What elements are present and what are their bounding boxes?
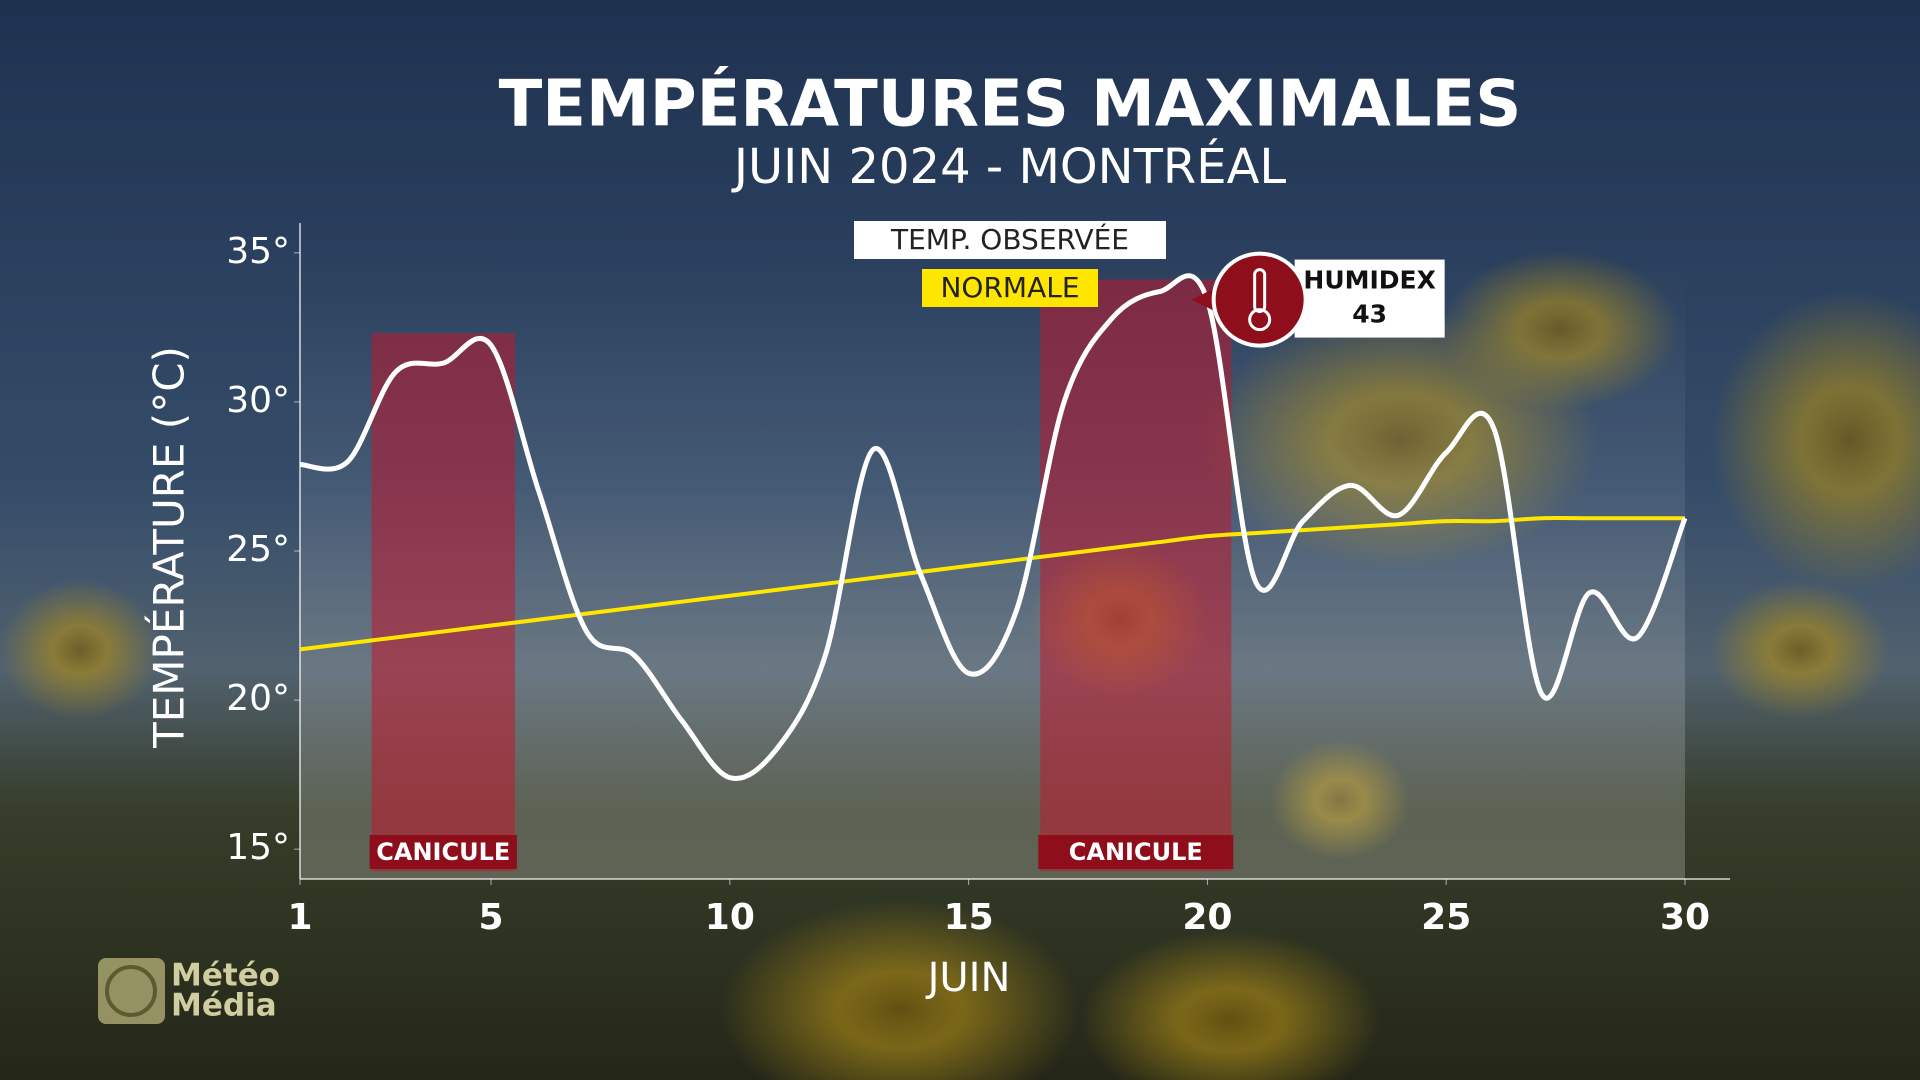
logo-globe [105,965,157,1017]
x-tick-label: 5 [479,897,504,938]
legend-box [922,269,1098,307]
thermometer-stem [1253,268,1267,314]
x-tick-label: 20 [1182,897,1232,938]
plot-area [300,263,1685,879]
x-tick-label: 15 [944,897,994,938]
heatwave-band [371,333,515,872]
x-tick-label: 25 [1421,897,1471,938]
y-tick-label: 35° [226,231,290,272]
humidex-value: 43 [1352,300,1387,329]
humidex-label: HUMIDEX [1303,266,1436,295]
series-line [299,515,1685,652]
heatwave-label-box [1038,835,1234,869]
y-tick-label: 15° [226,827,290,868]
heatwave-band [1040,279,1232,872]
logo: Météo Média [98,958,280,1024]
legend-box [854,221,1166,259]
chart-subtitle: JUIN 2024 - MONTRÉAL [731,138,1287,195]
heatwave-label-box [369,835,517,869]
y-tick-label: 20° [226,678,290,719]
y-tick-label: 25° [226,529,290,570]
x-axis-title: JUIN [925,955,1011,1001]
series-line [299,273,1688,781]
logo-text: Média [171,988,277,1024]
y-axis-title: TEMPÉRATURE (°C) [144,346,194,749]
humidex-annotation: HUMIDEX 43 [1191,251,1445,348]
x-tick-label: 1 [287,897,312,938]
legend-label: NORMALE [940,271,1079,304]
heatwave-label: CANICULE [376,838,510,866]
legend-label: TEMP. OBSERVÉE [890,222,1129,256]
y-tick-label: 30° [226,380,290,421]
x-tick-label: 10 [705,897,755,938]
x-tick-label: 30 [1660,897,1710,938]
logo-text: Météo [171,958,280,994]
chart-title: TEMPÉRATURES MAXIMALES [499,66,1522,142]
humidex-box [1294,259,1445,338]
heatwave-label: CANICULE [1069,838,1203,866]
humidex-icon [1211,251,1308,348]
thermometer-bulb [1248,308,1272,332]
